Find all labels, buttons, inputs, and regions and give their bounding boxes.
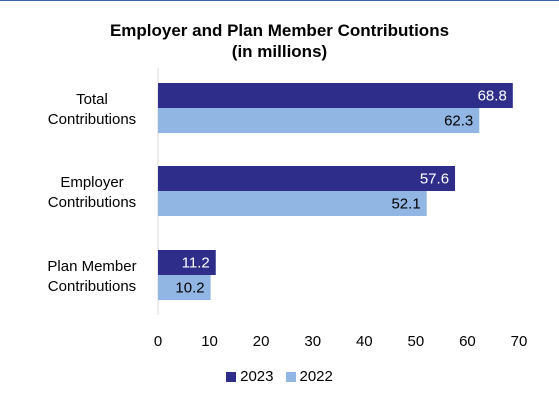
category-label-1-0: Employer [60,174,123,191]
category-label-2-1: Contributions [48,278,136,295]
chart-title: Employer and Plan Member Contributions [109,21,450,40]
x-tick-label-70: 70 [511,333,528,350]
category-label-0-1: Contributions [48,111,136,128]
bar-2022-0 [158,108,480,133]
legend: 2023 2022 [0,368,559,385]
bar-2022-2 [158,275,211,300]
x-tick-label-60: 60 [459,333,476,350]
chart-subtitle: (in millions) [231,42,328,61]
legend-item-2022: 2022 [285,368,333,385]
data-label-2022-1: 52.1 [391,196,420,213]
bar-2022-1 [158,191,427,216]
data-label-2022-2: 10.2 [175,280,204,297]
legend-swatch-2023 [226,371,237,382]
x-tick-label-20: 20 [253,333,270,350]
legend-label-2022: 2022 [299,368,333,385]
top-border [0,0,559,1]
bar-2023-0 [158,83,513,108]
data-label-2023-0: 68.8 [478,88,507,105]
x-tick-label-50: 50 [408,333,425,350]
legend-label-2023: 2023 [240,368,274,385]
x-tick-label-0: 0 [154,333,162,350]
category-label-0-0: Total [76,91,108,108]
data-label-2023-2: 11.2 [182,255,210,272]
category-label-1-1: Contributions [48,194,136,211]
x-tick-label-40: 40 [356,333,373,350]
x-tick-label-30: 30 [304,333,321,350]
bar-2023-2 [158,250,216,275]
legend-swatch-2022 [285,371,296,382]
legend-item-2023: 2023 [226,368,274,385]
x-tick-label-10: 10 [201,333,218,350]
data-label-2023-1: 57.6 [420,171,449,188]
category-label-2-0: Plan Member [47,258,136,275]
data-label-2022-0: 62.3 [444,113,473,130]
bar-2023-1 [158,166,456,191]
